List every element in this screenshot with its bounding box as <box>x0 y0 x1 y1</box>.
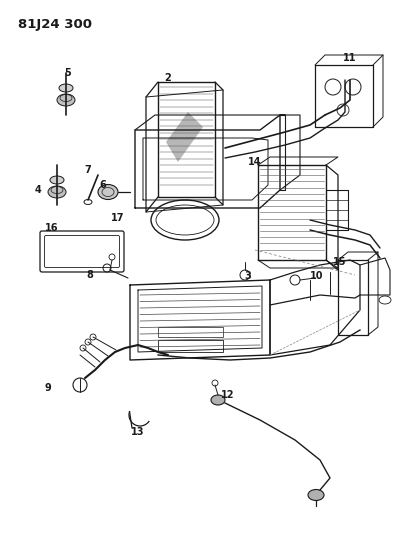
Text: 15: 15 <box>333 257 347 267</box>
Ellipse shape <box>50 176 64 184</box>
Text: 14: 14 <box>248 157 262 167</box>
Ellipse shape <box>48 186 66 198</box>
Text: 12: 12 <box>221 390 235 400</box>
Text: 13: 13 <box>131 427 145 437</box>
Ellipse shape <box>308 489 324 500</box>
Ellipse shape <box>59 84 73 92</box>
Text: 11: 11 <box>343 53 357 63</box>
Text: 4: 4 <box>34 185 41 195</box>
Ellipse shape <box>57 94 75 106</box>
Text: 10: 10 <box>310 271 324 281</box>
Bar <box>158 327 223 337</box>
Text: 16: 16 <box>45 223 59 233</box>
Bar <box>158 340 223 352</box>
Ellipse shape <box>211 395 225 405</box>
Text: 81J24 300: 81J24 300 <box>18 18 92 31</box>
Text: 3: 3 <box>245 271 251 281</box>
Text: 17: 17 <box>111 213 125 223</box>
Polygon shape <box>166 112 203 162</box>
Text: 2: 2 <box>165 73 171 83</box>
Text: 5: 5 <box>65 68 71 78</box>
Text: 6: 6 <box>99 180 106 190</box>
Text: 7: 7 <box>85 165 91 175</box>
Ellipse shape <box>98 184 118 199</box>
Text: 8: 8 <box>87 270 93 280</box>
Text: 9: 9 <box>45 383 51 393</box>
